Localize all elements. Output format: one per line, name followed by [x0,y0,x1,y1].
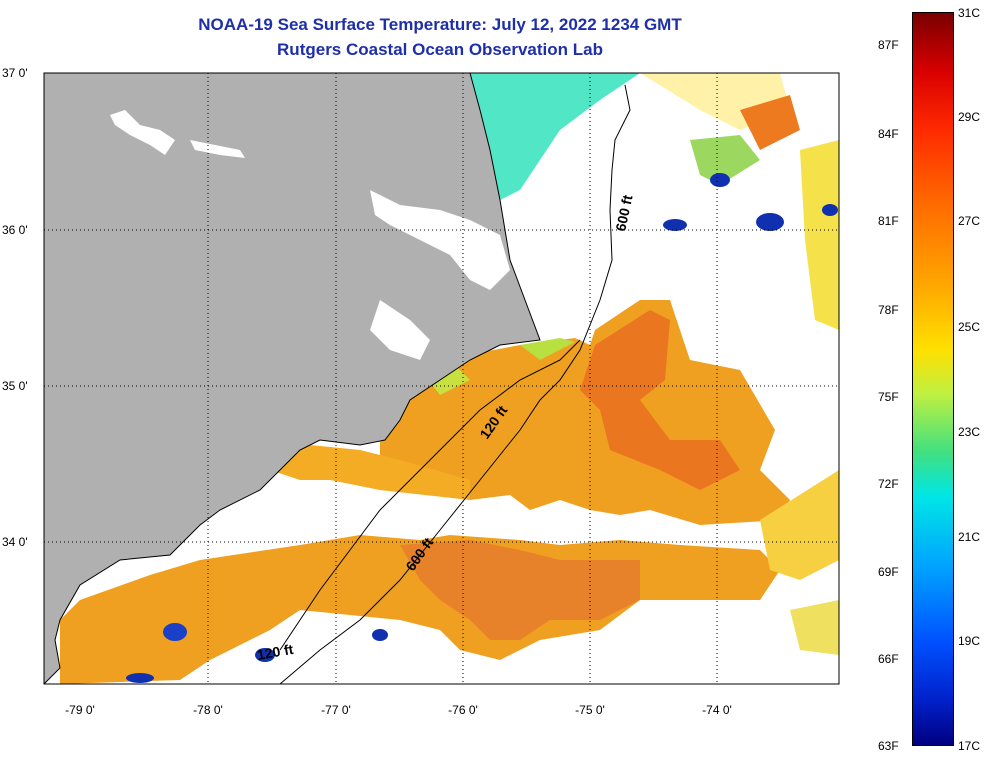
colorbar-f-label: 84F [878,127,899,141]
southern-hot-patch [400,540,640,640]
colorbar-f-label: 63F [878,739,899,753]
lon-label: -76 0' [448,703,478,717]
cold-spot [710,173,730,187]
colorbar-f-label: 87F [878,38,899,52]
map-subtitle: Rutgers Coastal Ocean Observation Lab [277,40,603,59]
gulf-stream-core-patch [580,310,740,490]
graticule [44,73,839,684]
colorbar-c-label: 29C [958,110,981,124]
lat-label: 37 0' [2,66,28,80]
map-title: NOAA-19 Sea Surface Temperature: July 12… [198,15,682,34]
sound-water [370,190,510,290]
colorbar-f-label: 66F [878,652,899,666]
isobath-600ft [279,84,631,684]
cold-spot [163,623,187,641]
colorbar-f-label: 78F [878,303,899,317]
cold-spot [822,204,838,216]
colorbar-c-label: 17C [958,739,981,753]
sound-water [370,300,430,360]
hot-water-patch [740,95,800,150]
colorbar-c-label: 23C [958,425,981,439]
cold-spot [255,648,275,662]
colorbar-f-label: 72F [878,477,899,491]
sst-map: 600 ft 120 ft 600 ft 120 ft [43,72,840,685]
east-yellow-patch [760,470,839,580]
cool-water-patch [470,73,640,200]
colorbar-f-label: 75F [878,390,899,404]
shelf-green-patch [520,338,575,360]
colorbar-f-label: 81F [878,214,899,228]
cold-spot [126,673,154,683]
lon-label: -75 0' [575,703,605,717]
colorbar-f-label: 69F [878,565,899,579]
inland-lake [110,110,175,155]
colorbar-c-label: 21C [958,530,981,544]
nearshore-warm-patch [270,445,470,500]
lat-label: 34 0' [2,535,28,549]
colorbar-c-label: 27C [958,214,981,228]
colorbar-c-label: 25C [958,320,981,334]
temperature-colorbar [912,12,954,746]
southeast-yellow-patch [790,600,839,655]
isobath-label: 120 ft [256,641,295,663]
yellow-water-patch [800,140,839,330]
lat-label: 35 0' [2,379,28,393]
lon-label: -79 0' [65,703,95,717]
isobath-label: 600 ft [612,193,635,232]
lon-label: -77 0' [321,703,351,717]
inland-lake [190,140,245,158]
lat-label: 36 0' [2,223,28,237]
colorbar-c-label: 19C [958,634,981,648]
cold-spot [372,629,388,641]
cold-spot [663,219,687,231]
lon-label: -74 0' [702,703,732,717]
colorbar-c-label: 31C [958,6,981,20]
isobath-120ft [279,339,581,651]
isobath-lines [279,84,631,684]
map-frame [43,72,840,685]
green-water-patch [690,135,760,185]
lon-label: -78 0' [193,703,223,717]
cold-spot [756,213,784,231]
